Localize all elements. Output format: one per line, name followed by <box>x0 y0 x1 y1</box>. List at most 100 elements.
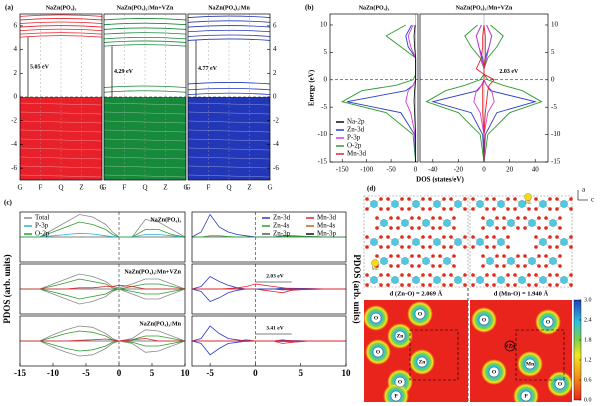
oxygen-atom <box>544 216 548 220</box>
oxygen-atom <box>513 207 517 211</box>
pdos-curve <box>192 288 346 294</box>
oxygen-atom <box>386 273 390 277</box>
oxygen-atom <box>558 254 562 258</box>
legend-label: Zn-4s <box>273 222 290 230</box>
oxygen-atom <box>485 235 489 239</box>
oxygen-atom <box>407 245 411 249</box>
oxygen-atom <box>485 197 489 201</box>
y-tick-label: 0 <box>324 75 328 83</box>
oxygen-atom <box>506 283 510 287</box>
oxygen-atom <box>544 264 548 268</box>
colorbar <box>573 299 582 401</box>
x-tick-label: G <box>185 184 190 192</box>
zinc-atom <box>401 257 409 265</box>
zinc-atom <box>391 200 399 208</box>
oxygen-atom <box>428 273 432 277</box>
oxygen-atom <box>523 254 527 258</box>
plot-frame <box>103 13 187 181</box>
oxygen-atom <box>548 245 552 249</box>
oxygen-atom <box>463 197 467 201</box>
oxygen-atom <box>421 273 425 277</box>
oxygen-atom <box>452 264 456 268</box>
oxygen-atom <box>523 226 527 230</box>
y-tick-label: -2 <box>273 116 279 124</box>
oxygen-atom <box>471 245 475 249</box>
x-tick-label: G <box>17 184 22 192</box>
pdos-curve <box>20 325 186 342</box>
oxygen-atom <box>396 226 400 230</box>
oxygen-atom <box>407 273 411 277</box>
oxygen-atom <box>431 226 435 230</box>
oxygen-atom <box>485 207 489 211</box>
gap-label: 4.77 eV <box>198 66 218 72</box>
x-tick-label: -5 <box>82 368 90 378</box>
oxygen-atom <box>400 197 404 201</box>
legend-label: Zn-3p <box>273 230 291 238</box>
y-tick-label: 0 <box>273 93 277 101</box>
zinc-atom <box>391 238 399 246</box>
band <box>103 32 187 35</box>
plot-frame <box>19 13 103 181</box>
panel-label: (d) <box>367 185 376 193</box>
zinc-atom <box>497 238 505 246</box>
legend-label: Mn-3d <box>317 214 337 222</box>
gap-label: 4.29 eV <box>114 69 134 75</box>
oxygen-atom <box>481 216 485 220</box>
subplot-title: NaZn(PO₄)₃:Mn <box>139 320 181 327</box>
pdos-curve <box>20 338 185 342</box>
oxygen-atom <box>438 264 442 268</box>
x-tick-label: G <box>101 184 106 192</box>
zinc-atom <box>518 276 526 284</box>
oxygen-atom <box>410 226 414 230</box>
band-texture <box>103 147 187 151</box>
atom-label: O <box>398 379 403 385</box>
band-texture <box>187 111 271 115</box>
oxygen-atom <box>548 207 552 211</box>
oxygen-atom <box>471 283 475 287</box>
plot-frame <box>419 13 549 163</box>
band <box>19 32 103 35</box>
oxygen-atom <box>548 197 552 201</box>
zinc-atom <box>518 200 526 208</box>
zinc-atom <box>401 219 409 227</box>
oxygen-atom <box>442 273 446 277</box>
zinc-atom <box>486 257 494 265</box>
x-tick-label: F <box>123 184 127 192</box>
band <box>103 40 187 43</box>
atom-label: O <box>546 319 551 325</box>
oxygen-atom <box>555 207 559 211</box>
atom-marker <box>524 358 536 370</box>
oxygen-atom <box>471 197 475 201</box>
oxygen-atom <box>548 235 552 239</box>
band-texture <box>103 111 187 115</box>
x-tick-label: 10 <box>181 368 191 378</box>
x-tick-label: 5 <box>298 368 303 378</box>
oxygen-atom <box>569 283 573 287</box>
y-tick-label: -10 <box>551 130 561 138</box>
oxygen-atom <box>495 254 499 258</box>
band-texture <box>187 147 271 151</box>
oxygen-atom <box>463 245 467 249</box>
oxygen-atom <box>431 264 435 268</box>
band <box>19 25 103 28</box>
dos-curve <box>413 24 417 162</box>
oxygen-atom <box>463 207 467 211</box>
zinc-atom <box>549 219 557 227</box>
zinc-atom <box>433 276 441 284</box>
oxygen-atom <box>492 235 496 239</box>
oxygen-atom <box>471 207 475 211</box>
atom-label: O <box>492 369 497 375</box>
pdos-curve <box>192 283 346 290</box>
oxygen-atom <box>386 235 390 239</box>
oxygen-atom <box>485 273 489 277</box>
zinc-atom <box>476 200 484 208</box>
oxygen-atom <box>555 245 559 249</box>
x-tick-label: 0 <box>117 368 122 378</box>
oxygen-atom <box>502 226 506 230</box>
atom-label: O <box>374 315 379 321</box>
x-tick-label: 0 <box>414 166 418 174</box>
plot-frame <box>19 211 186 263</box>
oxygen-atom <box>452 226 456 230</box>
oxygen-atom <box>375 216 379 220</box>
